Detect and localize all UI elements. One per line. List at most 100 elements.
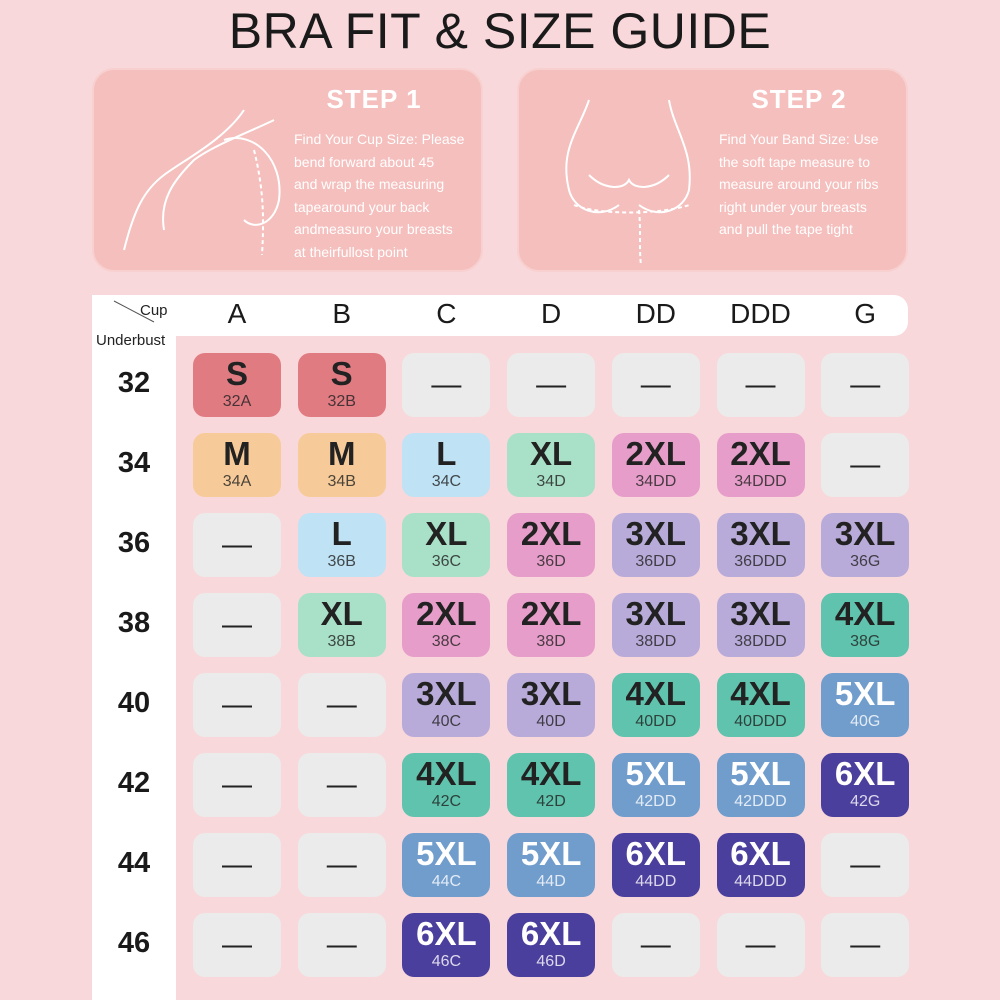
size-code: 34B — [327, 473, 356, 490]
size-label: 5XL — [520, 835, 582, 872]
size-code: 34DD — [635, 473, 677, 490]
row-label: 32 — [117, 367, 151, 399]
empty-mark: — — [640, 368, 671, 401]
size-code: 46D — [536, 953, 566, 970]
size-cell: 2XL 34DD — [611, 433, 700, 497]
empty-mark: — — [222, 688, 252, 721]
step-line: and wrap the measuring — [294, 176, 445, 192]
size-cell: — — [821, 433, 910, 497]
size-cell: M 34A — [193, 433, 281, 497]
size-label: 4XL — [834, 595, 896, 632]
size-label: M — [327, 435, 356, 472]
size-code: 38DD — [635, 633, 677, 650]
corner-label: Cup — [140, 302, 168, 319]
size-code: 36B — [327, 553, 356, 570]
size-code: 44DDD — [734, 873, 787, 890]
size-cell: 3XL 36G — [821, 513, 910, 577]
size-cell: 3XL 40C — [402, 673, 491, 737]
size-cell: — — [297, 833, 386, 897]
size-cell: 4XL 40DDD — [716, 673, 805, 737]
size-code: 42DD — [635, 793, 677, 810]
empty-mark: — — [536, 368, 567, 401]
corner-divider — [113, 300, 155, 323]
size-code: 38G — [850, 633, 881, 650]
empty-mark: — — [326, 848, 357, 881]
size-code: 42DDD — [734, 793, 787, 810]
size-cell: — — [193, 833, 281, 897]
size-code: 34C — [431, 473, 462, 490]
size-cell: 2XL 38C — [402, 593, 491, 657]
size-label: 2XL — [730, 435, 791, 472]
empty-mark: — — [640, 928, 671, 961]
column-label: B — [332, 298, 352, 329]
size-cell: — — [193, 673, 281, 737]
size-label: 3XL — [625, 515, 687, 552]
illustration — [123, 109, 281, 256]
size-code: 34DDD — [734, 473, 787, 490]
size-label: XL — [320, 595, 363, 632]
column-label: DDD — [730, 298, 791, 329]
size-cell: — — [297, 913, 386, 977]
row-label: 40 — [117, 687, 151, 719]
size-label: 3XL — [416, 675, 477, 712]
size-cell: 6XL 44DD — [611, 833, 700, 897]
size-code: 36G — [850, 553, 881, 570]
step-line: bend forward about 45 — [294, 153, 435, 170]
size-code: 42G — [850, 793, 881, 810]
row-label-column — [92, 295, 176, 1000]
size-code: 34D — [536, 473, 566, 490]
empty-mark: — — [850, 928, 881, 961]
size-cell: 3XL 38DDD — [716, 593, 805, 657]
step-line: tapearound your back — [294, 198, 430, 215]
size-code: 36C — [431, 553, 462, 570]
size-label: 5XL — [730, 755, 791, 792]
size-cell: 6XL 44DDD — [716, 833, 805, 897]
size-cell: — — [821, 353, 910, 417]
empty-mark: — — [850, 368, 881, 401]
size-label: 6XL — [520, 915, 582, 952]
size-code: 36DDD — [734, 553, 787, 570]
empty-mark: — — [745, 928, 776, 961]
size-code: 34A — [222, 473, 252, 490]
size-label: XL — [425, 515, 468, 552]
step-line: andmeasuro your breasts — [294, 221, 453, 237]
size-label: XL — [530, 435, 573, 472]
empty-mark: — — [326, 768, 357, 801]
size-label: 5XL — [625, 755, 687, 792]
size-label: 4XL — [520, 755, 582, 792]
size-cell: — — [611, 913, 700, 977]
size-cell: — — [297, 673, 386, 737]
size-code: 40D — [536, 713, 566, 730]
step-line: measure around your ribs — [719, 176, 879, 192]
size-code: 36D — [536, 553, 566, 570]
size-cell: 2XL 36D — [507, 513, 596, 577]
size-cell: 6XL 46C — [402, 913, 491, 977]
size-cell: — — [402, 353, 491, 417]
column-label: C — [436, 298, 457, 329]
size-cell: M 34B — [297, 433, 386, 497]
column-label: D — [540, 298, 562, 329]
size-cell: 4XL 42C — [402, 753, 491, 817]
column-label: G — [854, 298, 877, 329]
size-cell: XL 38B — [297, 593, 386, 657]
header-bar — [92, 295, 908, 336]
row-label: 36 — [117, 527, 151, 559]
empty-mark: — — [222, 928, 252, 961]
size-cell: 3XL 36DDD — [716, 513, 805, 577]
size-code: 40DD — [635, 713, 677, 730]
size-cell: 3XL 40D — [507, 673, 596, 737]
size-label: 4XL — [730, 675, 791, 712]
size-label: L — [436, 435, 457, 472]
step-title: STEP 2 — [751, 84, 847, 114]
size-cell: 4XL 42D — [507, 753, 596, 817]
size-cell: 4XL 38G — [821, 593, 910, 657]
step-card: STEP 1 Find Your Cup Size: Please bend fo… — [92, 68, 483, 272]
size-cell: — — [193, 593, 281, 657]
step-line: and pull the tape tight — [719, 221, 853, 237]
size-cell: — — [821, 913, 910, 977]
size-cell: — — [193, 913, 281, 977]
size-code: 40DDD — [734, 713, 787, 730]
size-label: 3XL — [625, 595, 687, 632]
size-label: M — [223, 435, 251, 472]
